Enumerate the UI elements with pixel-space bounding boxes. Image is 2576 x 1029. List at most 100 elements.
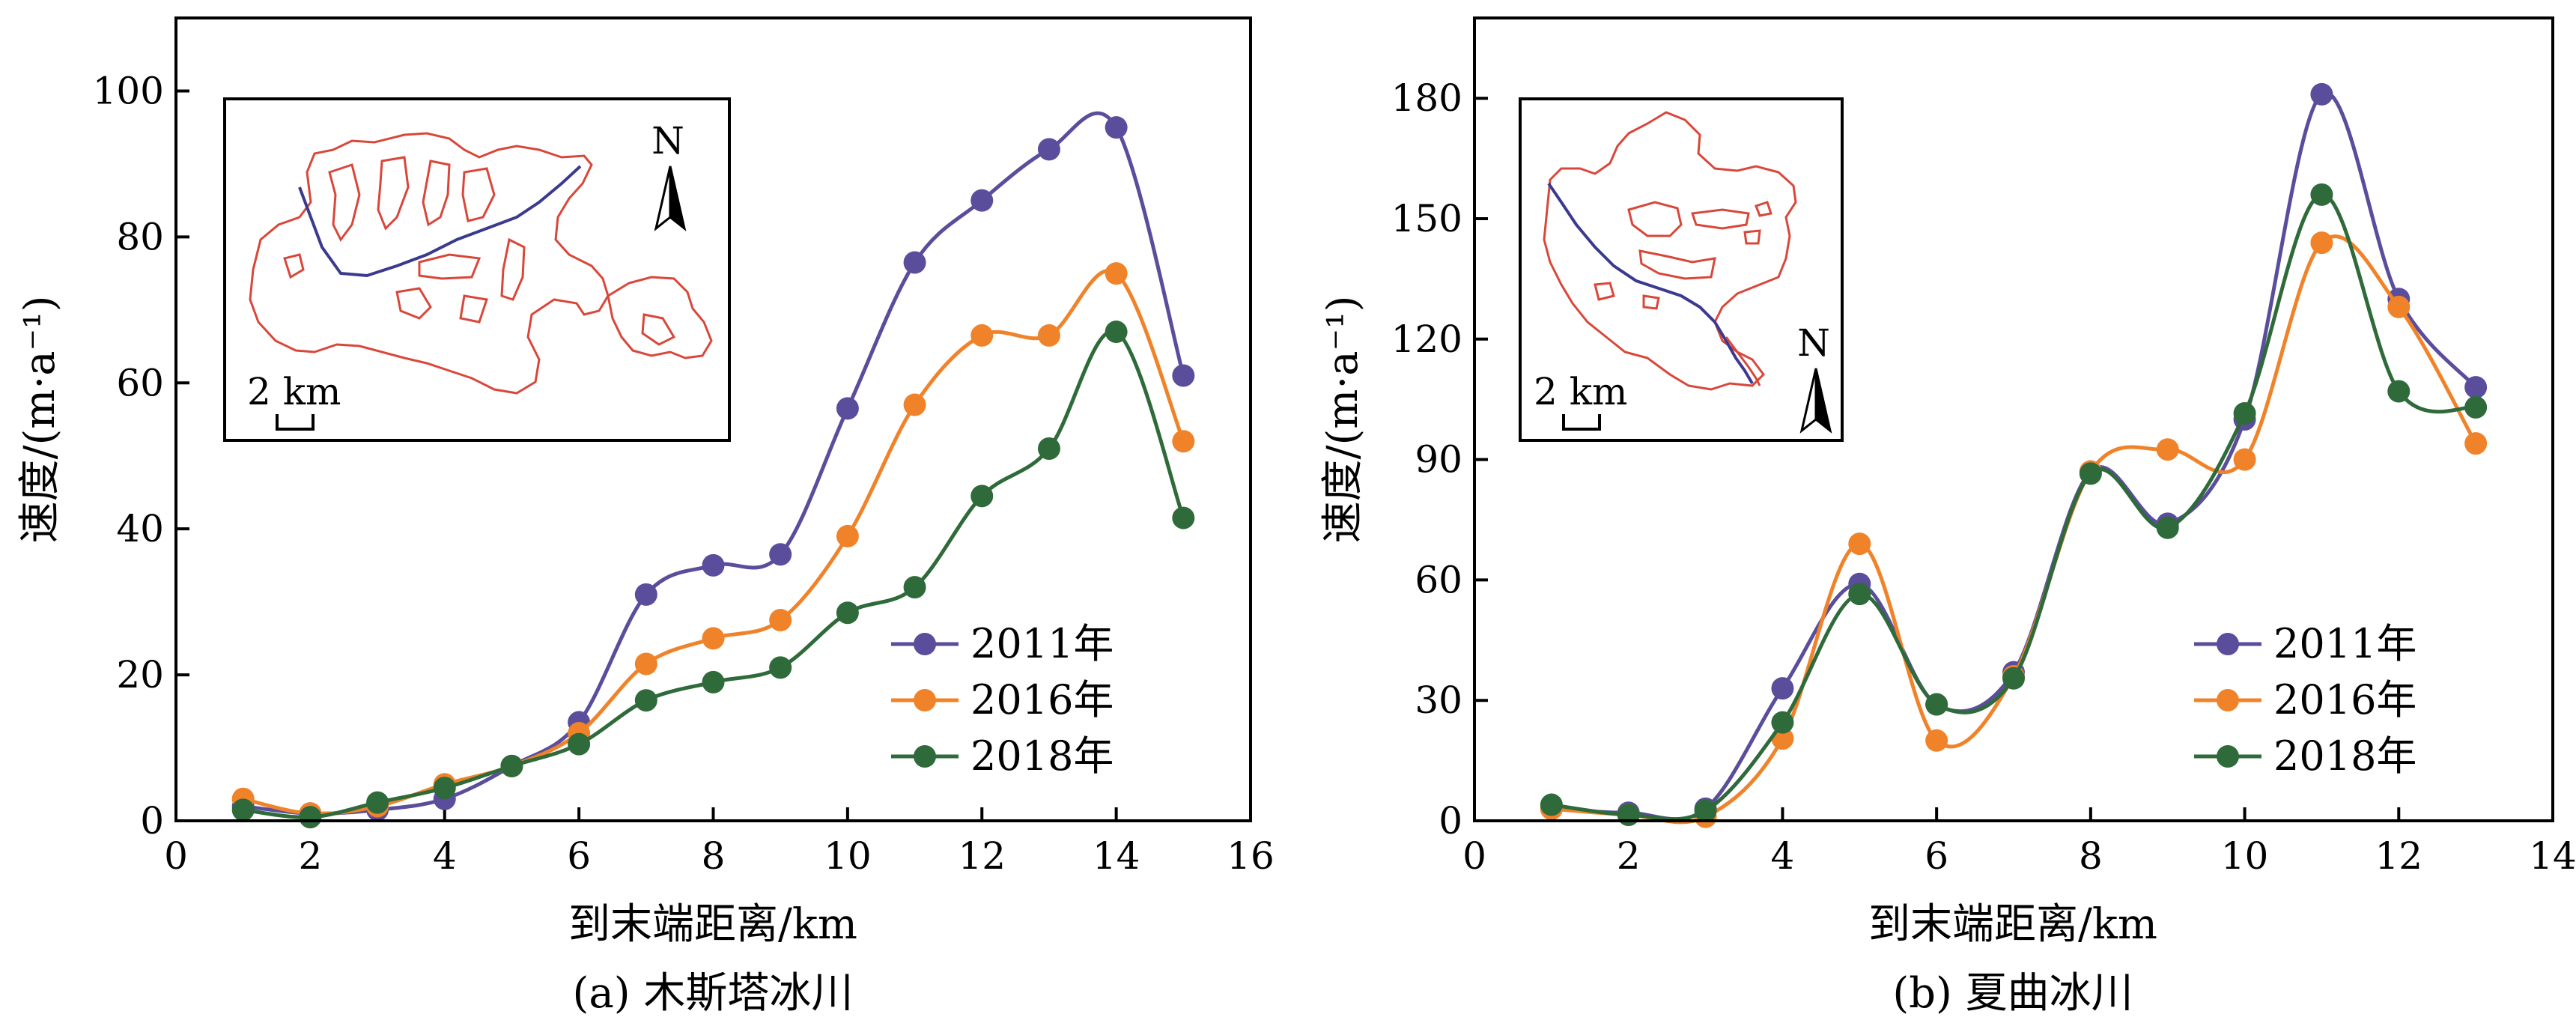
- panel-a-data-point-2011: [1037, 138, 1060, 161]
- panel-b-ytick-label: 0: [1439, 799, 1462, 843]
- panel-a-xtick-label: 0: [164, 834, 188, 878]
- panel-b-data-point-2011: [2310, 82, 2333, 106]
- panel-b-data-point-2016: [2156, 438, 2179, 461]
- panel-b-series: [1540, 82, 2488, 828]
- panel-b-data-point-2018: [2310, 183, 2333, 206]
- panel-a-ytick-label: 20: [116, 653, 164, 696]
- panel-b-data-point-2018: [2079, 462, 2102, 485]
- panel-b-data-point-2018: [1694, 799, 1717, 822]
- panel-a-data-point-2016: [1037, 324, 1060, 347]
- panel-a-data-point-2018: [634, 689, 657, 712]
- panel-a-data-point-2016: [970, 324, 994, 347]
- panel-b-data-point-2018: [1540, 793, 1563, 816]
- panel-a-xtick-label: 12: [958, 834, 1006, 878]
- panel-b-ylabel: 速度/(m·a⁻¹): [1319, 296, 1367, 544]
- panel-b-xtick-label: 14: [2529, 834, 2576, 878]
- panel-a-data-point-2018: [702, 670, 725, 693]
- panel-b-inset: N 2 km: [1519, 97, 1844, 442]
- panel-a-data-point-2018: [836, 601, 859, 625]
- panel-a-xtick-label: 10: [824, 834, 872, 878]
- panel-b-data-point-2011: [2464, 376, 2488, 399]
- panel-a-north-arrow-icon: [654, 166, 687, 231]
- panel-a-data-point-2016: [903, 393, 926, 416]
- panel-a-data-point-2016: [836, 524, 859, 547]
- panel-a-caption: (a) 木斯塔冰川: [573, 969, 854, 1018]
- panel-a-data-point-2011: [970, 189, 994, 212]
- panel-a-xtick-label: 14: [1093, 834, 1140, 878]
- panel-b-ytick-label: 90: [1415, 438, 1462, 482]
- panel-b-data-point-2016: [2464, 432, 2488, 455]
- panel-b-data-point-2018: [1848, 583, 1871, 606]
- panel-b-caption: (b) 夏曲冰川: [1892, 969, 2133, 1018]
- panel-a-y-ticks: 0 20 40 60 80 100: [93, 69, 189, 843]
- panel-a-data-point-2011: [1172, 364, 1195, 387]
- panel-a-data-point-2016: [1172, 430, 1195, 453]
- panel-a-data-point-2018: [366, 791, 389, 814]
- panel-a-data-point-2018: [299, 806, 322, 829]
- panel-a-x-ticks: 0 2 4 6 8 10 12 14 16: [164, 807, 1275, 878]
- panel-b-scale-label: 2 km: [1534, 370, 1627, 413]
- panel-a-data-point-2011: [769, 543, 792, 566]
- panel-a-inset: N 2 km: [223, 97, 731, 442]
- panel-a-data-point-2018: [500, 754, 523, 777]
- panel-a-data-point-2016: [769, 609, 792, 631]
- panel-a-north-label: N: [651, 119, 684, 163]
- panel-b-legend-marker: [2217, 633, 2239, 655]
- panel-a-ytick-label: 60: [116, 361, 164, 404]
- panel-a-ytick-label: 100: [93, 69, 164, 112]
- panel-b-data-point-2018: [2156, 516, 2179, 539]
- panel-b-xtick-label: 6: [1925, 834, 1948, 878]
- panel-a-series: [231, 111, 1195, 829]
- panel-a-legend-label: 2011年: [970, 620, 1114, 667]
- panel-b-legend-label: 2018年: [2273, 732, 2416, 780]
- panel-b-glacier-outline: [1543, 111, 1797, 391]
- panel-a-ylabel: 速度/(m·a⁻¹): [16, 296, 64, 544]
- panel-a-xlabel: 到末端距离/km: [568, 900, 857, 949]
- panel-b-ytick-label: 30: [1415, 679, 1462, 722]
- panel-b: 0 30 60 90 120 150 180 0 2 4 6 8 10 12 14 N 2 km 2011…: [1319, 16, 2576, 1018]
- panel-a-data-point-2018: [1037, 437, 1060, 460]
- panel-a-xtick-label: 6: [567, 834, 591, 878]
- panel-b-data-point-2011: [1771, 677, 1794, 700]
- panel-b-ytick-label: 180: [1391, 76, 1462, 120]
- panel-b-xtick-label: 12: [2375, 834, 2422, 878]
- panel-a-data-point-2011: [1105, 116, 1128, 139]
- panel-b-legend-label: 2016年: [2273, 676, 2416, 723]
- panel-a-data-point-2018: [903, 576, 926, 599]
- panel-a-legend-marker: [914, 745, 936, 768]
- panel-a-ytick-label: 80: [116, 215, 164, 258]
- panel-b-xlabel: 到末端距离/km: [1868, 900, 2157, 949]
- panel-a-data-point-2018: [568, 732, 591, 756]
- panel-b-legend-marker: [2217, 689, 2239, 711]
- panel-a-branch-1: [283, 156, 676, 346]
- panel-a-glacier-outline-east: [607, 276, 713, 359]
- panel-a-xtick-label: 2: [298, 834, 322, 878]
- panel-a-xtick-label: 4: [433, 834, 457, 878]
- panel-b-flowline: [1547, 182, 1754, 385]
- panel-b-y-ticks: 0 30 60 90 120 150 180: [1391, 76, 1488, 843]
- panel-b-inset-frame: [1519, 97, 1844, 442]
- panel-a-data-point-2018: [1172, 506, 1195, 529]
- panel-a-data-point-2016: [702, 627, 725, 650]
- panel-a-data-point-2018: [769, 656, 792, 679]
- panel-b-x-ticks: 0 2 4 6 8 10 12 14: [1462, 807, 2576, 878]
- panel-a-flowline: [298, 165, 582, 278]
- panel-b-ytick-label: 60: [1415, 558, 1462, 601]
- panel-a-scale-label: 2 km: [247, 370, 341, 413]
- panel-a-xtick-label: 8: [702, 834, 726, 878]
- panel-a-data-point-2016: [634, 652, 657, 676]
- panel-b-data-point-2018: [2387, 380, 2411, 403]
- panel-b-scale-bar-icon: [1562, 414, 1601, 431]
- panel-a-ytick-label: 40: [116, 507, 164, 550]
- panel-a-data-point-2011: [634, 583, 657, 606]
- panel-b-data-point-2018: [1925, 693, 1948, 716]
- panel-b-xtick-label: 4: [1771, 834, 1795, 878]
- panel-b-data-point-2018: [2233, 401, 2256, 425]
- panel-b-data-point-2018: [2464, 395, 2488, 419]
- panel-a-data-point-2011: [836, 397, 859, 420]
- panel-b-data-point-2016: [2233, 448, 2256, 471]
- panel-a-scale-bar-icon: [276, 414, 315, 431]
- panel-a-glacier-outline: [249, 132, 610, 395]
